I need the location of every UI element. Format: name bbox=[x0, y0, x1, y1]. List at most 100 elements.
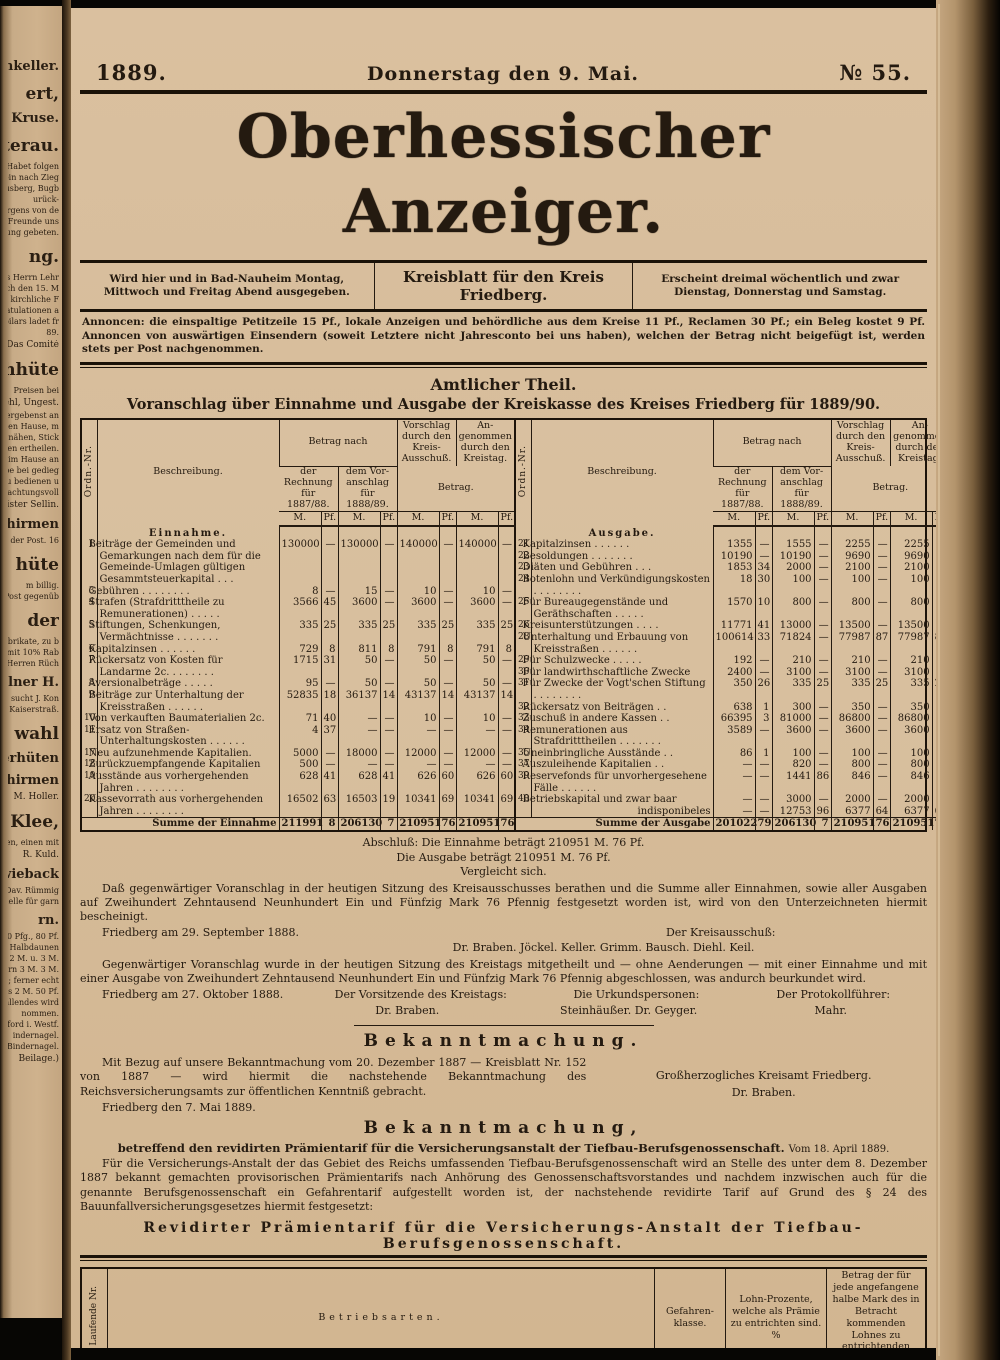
amount-mark: — bbox=[337, 713, 380, 725]
amount-mark: — bbox=[455, 724, 499, 748]
bekanntmachung-1-title: Bekanntmachung. bbox=[363, 1031, 644, 1052]
row-description: indisponibeles bbox=[530, 805, 714, 818]
amount-mark: 350 bbox=[712, 678, 756, 702]
col-m: M. bbox=[337, 511, 380, 527]
amount-pfennig: — bbox=[497, 724, 516, 748]
col-rechnung-1887-88: der Rechnung für 1887/88. bbox=[279, 466, 338, 512]
row-number: 35 bbox=[518, 747, 530, 758]
row-description: Beiträge zur Unterhaltung der Kreisstraß… bbox=[89, 689, 279, 714]
row-number: 1 bbox=[88, 539, 95, 550]
amount-mark: 820 bbox=[771, 759, 815, 772]
row-description: Besoldungen . . . . . . . bbox=[523, 550, 714, 563]
publication-note-left: Wird hier und in Bad-Nauheim Montag, Mit… bbox=[103, 272, 350, 298]
ad-fragment-text: ochachtungsvoll bbox=[8, 488, 59, 497]
ad-fragment-text: Morgens von de bbox=[8, 206, 59, 215]
amount-mark: 800 bbox=[889, 759, 933, 772]
row-number: 30 bbox=[518, 666, 530, 677]
amount-pfennig: 64 bbox=[931, 805, 936, 818]
ad-fragment-text: prima Halbdaunen bbox=[8, 943, 59, 952]
amount-pfennig: — bbox=[320, 759, 338, 772]
row-description: Remunerationen aus Strafdritttheilen . .… bbox=[523, 724, 714, 748]
amount-pfennig: — bbox=[754, 771, 773, 795]
amount-mark: — bbox=[712, 759, 756, 772]
table-row: 31 Für Zwecke der Vogt'schen Stiftung . .… bbox=[516, 678, 936, 702]
table-row: 39 Reservefonds für unvorhergesehene Fäll… bbox=[516, 771, 936, 795]
amount-pfennig: — bbox=[931, 794, 936, 806]
ad-fragment-text: m billig. bbox=[25, 581, 59, 590]
amount-pfennig: — bbox=[438, 724, 457, 748]
table-row: 28 Unterhaltung und Erbauung von Kreisstr… bbox=[516, 631, 936, 656]
amount-pfennig: — bbox=[872, 701, 891, 714]
amount-mark: 1570 bbox=[712, 597, 756, 621]
ad-fragment-text: derhüten bbox=[8, 751, 59, 766]
amount-mark: 77987 bbox=[830, 631, 874, 656]
amount-pfennig: 60 bbox=[438, 771, 457, 795]
amount-mark: 18 bbox=[712, 573, 756, 598]
amount-pfennig: — bbox=[438, 585, 457, 598]
row-number: 4 bbox=[88, 597, 95, 608]
amount-pfennig: 60 bbox=[497, 771, 516, 795]
masthead: 1889. Donnerstag den 9. Mai. № 55. bbox=[80, 8, 927, 85]
sum-pfennig: 79 bbox=[754, 817, 773, 831]
publication-note-center: Kreisblatt für den Kreis Friedberg. bbox=[373, 263, 634, 309]
row-description: Stiftungen, Schenkungen, Vermächtnisse .… bbox=[89, 620, 279, 644]
ad-fragment-text: 89. bbox=[46, 328, 59, 337]
amount-mark: 1355 bbox=[712, 539, 756, 551]
table-row: 8 Aversionalbeträge . . . . . 95—50—50—50— bbox=[82, 678, 516, 690]
ad-fragment: in Herford i. Westf. bbox=[8, 1020, 59, 1029]
empty-cell bbox=[813, 525, 832, 540]
amount-pfennig: — bbox=[931, 573, 936, 598]
ad-fragment: hüte bbox=[8, 555, 59, 575]
amount-pfennig: 96 bbox=[813, 805, 832, 818]
col-pf: Pf. bbox=[497, 511, 516, 527]
ad-fragment: urück- bbox=[8, 195, 59, 204]
signature-mahr: Mahr. bbox=[814, 1003, 847, 1017]
col-betriebsarten: Betriebsarten. bbox=[107, 1267, 655, 1348]
abschluss-line1: Abschluß: Die Einnahme beträgt 210951 M.… bbox=[362, 836, 645, 850]
signature-urkundspersonen: Steinhäußer. Dr. Geyger. bbox=[560, 1003, 698, 1017]
ad-fragment: e 60 Pfg., 80 Pf. bbox=[8, 932, 59, 941]
ad-fragment: Das Comité bbox=[8, 340, 59, 350]
ad-fragment: Morgens von de bbox=[8, 206, 59, 215]
amount-mark: 3600 bbox=[337, 597, 380, 621]
amount-pfennig: 63 bbox=[320, 794, 338, 818]
empty-cell bbox=[278, 525, 321, 540]
amount-mark: 100 bbox=[771, 573, 815, 598]
col-ordn-nr: Ordn.-Nr. bbox=[518, 444, 529, 497]
amount-pfennig: — bbox=[379, 655, 398, 679]
amount-mark: 3100 bbox=[830, 666, 874, 679]
amount-pfennig: — bbox=[931, 666, 936, 679]
table-row: 7 Rückersatz von Kosten für Landarme 2c. … bbox=[82, 655, 516, 679]
amount-mark: 210 bbox=[889, 655, 933, 667]
issue-number: № 55. bbox=[839, 60, 911, 85]
ad-fragment: enkeller. bbox=[8, 59, 59, 74]
ad-fragment: der Post. 16 bbox=[8, 536, 59, 545]
ad-fragment: R. Kuld. bbox=[8, 850, 59, 860]
budget-table-income: Ordn.-Nr. Beschreibung. Betrag nach Vors… bbox=[82, 419, 517, 831]
issue-date: Donnerstag den 9. Mai. bbox=[367, 63, 640, 85]
sum-pfennig: 76 bbox=[438, 817, 457, 831]
amount-pfennig: — bbox=[931, 724, 936, 748]
col-angenommen-kreistag: An­genommen durch den Kreistag. bbox=[889, 419, 936, 467]
empty-cell bbox=[712, 525, 756, 540]
amount-pfennig: — bbox=[813, 620, 832, 632]
col-ordn-nr: Ordn.-Nr. bbox=[84, 444, 95, 497]
amount-mark: — bbox=[712, 771, 756, 795]
amount-mark: 335 bbox=[337, 620, 380, 644]
table-row: 35 Uneinbringliche Ausstände . . 86 1 100—10… bbox=[516, 747, 936, 760]
amount-mark: 628 bbox=[337, 771, 380, 795]
amount-mark: — bbox=[455, 759, 499, 772]
rule bbox=[80, 309, 927, 312]
ad-fragment-text: erstein nach Zieg bbox=[8, 173, 59, 182]
row-number: 9 bbox=[88, 689, 95, 700]
amount-pfennig: — bbox=[872, 794, 891, 806]
col-m: M. bbox=[771, 511, 815, 527]
subtitle-text: betreffend den revidirten Prämientarif f… bbox=[117, 1141, 785, 1156]
amount-mark: 1715 bbox=[278, 655, 321, 679]
amount-pfennig: — bbox=[497, 713, 516, 725]
amount-pfennig: — bbox=[813, 550, 832, 563]
amount-mark: 626 bbox=[396, 771, 440, 795]
amount-pfennig: 64 bbox=[872, 805, 891, 818]
amount-pfennig: 25 bbox=[438, 620, 457, 644]
amount-mark: 1441 bbox=[771, 771, 815, 795]
